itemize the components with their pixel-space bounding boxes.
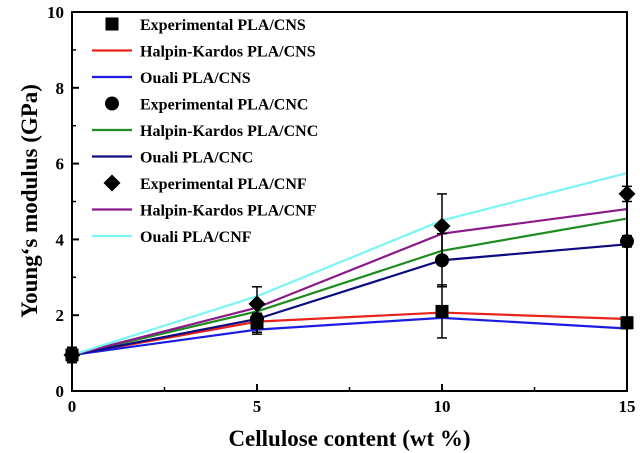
- legend-label-halpin-kardos-pla-cnf: Halpin-Kardos PLA/CNF: [140, 203, 317, 220]
- legend-swatch-experimental-pla-cnf: [103, 174, 121, 192]
- legend-swatch-experimental-pla-cns: [105, 17, 119, 31]
- y-axis-title: Young‘s modulus (GPa): [17, 84, 42, 318]
- y-tick-label: 0: [56, 382, 65, 401]
- data-point-experimental-pla-cnf: [433, 217, 451, 235]
- series-line-halpin-kardos-pla-cnf: [71, 207, 628, 357]
- data-point-experimental-pla-cns: [435, 304, 449, 318]
- series-line-halpin-kardos-pla-cnc: [71, 217, 628, 357]
- legend-label-experimental-pla-cnf: Experimental PLA/CNF: [140, 176, 307, 193]
- y-tick-label: 10: [47, 3, 64, 22]
- series-line-ouali-pla-cnf: [71, 172, 628, 357]
- legend-label-ouali-pla-cnf: Ouali PLA/CNF: [140, 229, 252, 246]
- legend: Experimental PLA/CNS Halpin-Kardos PLA/CN…: [92, 17, 318, 246]
- legend-label-halpin-kardos-pla-cnc: Halpin-Kardos PLA/CNC: [140, 123, 318, 140]
- y-tick-label: 6: [56, 155, 65, 174]
- x-tick-label: 0: [68, 397, 77, 416]
- y-tick-label: 2: [56, 306, 65, 325]
- legend-label-experimental-pla-cnc: Experimental PLA/CNC: [140, 97, 308, 114]
- legend-label-halpin-kardos-pla-cns: Halpin-Kardos PLA/CNS: [140, 44, 316, 61]
- y-tick-label: 8: [56, 79, 65, 98]
- series-line-ouali-pla-cns: [71, 316, 628, 357]
- x-tick-label: 15: [619, 397, 636, 416]
- legend-swatch-experimental-pla-cnc: [105, 96, 119, 111]
- x-tick-label: 5: [253, 397, 262, 416]
- data-point-experimental-pla-cnf: [248, 295, 266, 313]
- x-axis-title: Cellulose content (wt %): [228, 426, 470, 451]
- series-layer: [63, 172, 636, 364]
- series-line-ouali-pla-cnc: [71, 243, 628, 357]
- legend-label-ouali-pla-cns: Ouali PLA/CNS: [140, 70, 251, 87]
- legend-label-experimental-pla-cns: Experimental PLA/CNS: [140, 17, 306, 34]
- legend-label-ouali-pla-cnc: Ouali PLA/CNC: [140, 150, 253, 167]
- y-tick-label: 4: [56, 230, 65, 249]
- series-line-halpin-kardos-pla-cns: [71, 311, 628, 357]
- axis-ticks: 0 5 10 15 0 2 4 6 8 10: [47, 3, 636, 416]
- data-point-experimental-pla-cnc: [435, 253, 449, 268]
- x-tick-label: 10: [434, 397, 451, 416]
